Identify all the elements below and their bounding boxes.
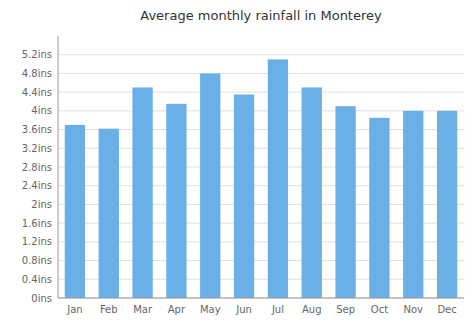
chart: Average monthly rainfall in Monterey 0ins… bbox=[0, 0, 474, 331]
bars bbox=[65, 59, 457, 298]
x-tick-label: Jan bbox=[66, 304, 82, 315]
bar bbox=[268, 59, 288, 298]
bar bbox=[403, 111, 423, 298]
x-tick-label: Nov bbox=[403, 304, 423, 315]
x-tick-label: Jun bbox=[235, 304, 252, 315]
y-tick-label: 3.6ins bbox=[22, 124, 52, 135]
x-tick-label: May bbox=[200, 304, 221, 315]
bar bbox=[369, 118, 389, 298]
bar bbox=[302, 87, 322, 298]
y-tick-label: 2ins bbox=[31, 199, 52, 210]
bar bbox=[437, 111, 457, 298]
x-tick-label: Mar bbox=[133, 304, 153, 315]
x-tick-label: Apr bbox=[168, 304, 186, 315]
x-tick-label: Aug bbox=[302, 304, 322, 315]
y-tick-label: 3.2ins bbox=[22, 143, 52, 154]
grid-line bbox=[58, 54, 464, 55]
x-tick-label: Sep bbox=[336, 304, 355, 315]
grid-line bbox=[58, 73, 464, 74]
grid-line bbox=[58, 298, 464, 299]
y-tick-label: 4.8ins bbox=[22, 68, 52, 79]
bar bbox=[335, 106, 355, 298]
bar bbox=[65, 125, 85, 298]
bar bbox=[132, 87, 152, 298]
y-tick-label: 0.4ins bbox=[22, 274, 52, 285]
y-grid bbox=[58, 55, 464, 298]
y-tick-label: 2.4ins bbox=[22, 180, 52, 191]
y-axis-line bbox=[58, 36, 59, 298]
title: Average monthly rainfall in Monterey bbox=[140, 8, 382, 23]
x-tick-label: Dec bbox=[437, 304, 456, 315]
y-tick-label: 1.2ins bbox=[22, 236, 52, 247]
x-tick-label: Jul bbox=[271, 304, 284, 315]
y-tick-label: 2.8ins bbox=[22, 162, 52, 173]
x-tick-label: Feb bbox=[100, 304, 118, 315]
y-tick-label: 0ins bbox=[31, 293, 52, 304]
x-tick-label: Oct bbox=[371, 304, 388, 315]
bar bbox=[200, 73, 220, 298]
bar bbox=[166, 104, 186, 298]
y-tick-label: 0.8ins bbox=[22, 255, 52, 266]
y-tick-label: 4.4ins bbox=[22, 87, 52, 98]
bar bbox=[234, 94, 254, 298]
y-tick-label: 5.2ins bbox=[22, 49, 52, 60]
y-tick-label: 4ins bbox=[31, 105, 52, 116]
x-axis-line bbox=[58, 298, 464, 299]
bar bbox=[99, 129, 119, 298]
grid-line bbox=[58, 92, 464, 93]
y-tick-label: 1.6ins bbox=[22, 218, 52, 229]
